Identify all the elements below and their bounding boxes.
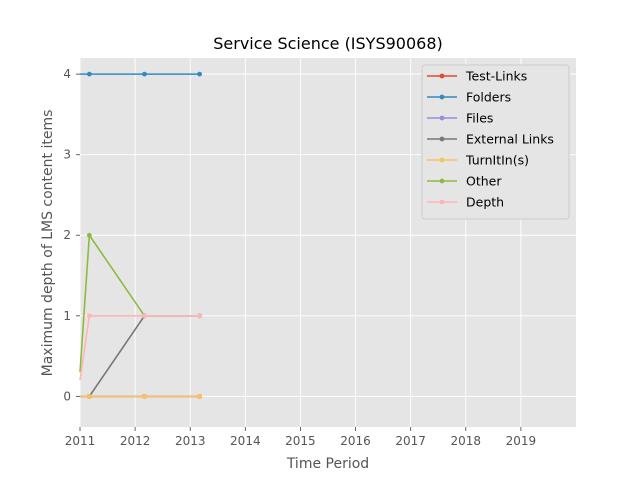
series-turnitin-s (80, 393, 202, 399)
x-tick-label: 2014 (230, 434, 261, 448)
x-tick-label: 2019 (506, 434, 537, 448)
chart-title: Service Science (ISYS90068) (213, 34, 443, 53)
x-axis-ticks: 2011 2012 2013 2014 2015 2016 2017 2018 2019 (65, 427, 536, 448)
y-tick-label: 0 (63, 389, 71, 403)
data-point (142, 71, 147, 77)
legend-item-files: Files (427, 111, 493, 126)
legend-label: Files (466, 111, 493, 126)
data-point (197, 71, 202, 77)
x-tick-label: 2018 (451, 434, 482, 448)
legend-label: External Links (466, 132, 554, 147)
legend-label: Test-Links (465, 69, 527, 84)
data-point (197, 313, 202, 319)
data-point (86, 313, 92, 319)
legend-label: Folders (466, 90, 511, 105)
legend-item-depth: Depth (427, 195, 504, 210)
legend-marker (439, 178, 445, 184)
series-line (79, 315, 200, 381)
legend-item-turnitin-s: TurnItIn(s) (427, 153, 529, 168)
x-tick-label: 2012 (120, 434, 151, 448)
y-tick-label: 3 (63, 148, 71, 162)
x-tick-label: 2017 (395, 434, 426, 448)
legend-item-other: Other (427, 174, 502, 189)
y-axis-ticks: 0 1 2 3 4 (63, 67, 80, 403)
data-point (142, 393, 147, 399)
y-tick-label: 4 (63, 67, 71, 81)
data-point (197, 393, 202, 399)
data-point (142, 313, 147, 319)
legend: Test-Links Folders Files External Links Turn… (421, 64, 570, 220)
x-tick-label: 2011 (65, 434, 96, 448)
legend-box (421, 64, 570, 220)
x-tick-label: 2013 (175, 434, 206, 448)
legend-marker (439, 199, 445, 205)
x-tick-label: 2016 (340, 434, 371, 448)
legend-item-folders: Folders (427, 90, 511, 105)
legend-marker (439, 136, 445, 142)
x-tick-label: 2015 (285, 434, 316, 448)
series-depth (79, 313, 202, 381)
legend-label: Depth (466, 195, 504, 210)
y-axis-label: Maximum depth of LMS content items (40, 110, 56, 377)
x-axis-label: Time Period (286, 456, 369, 472)
data-point (86, 393, 92, 399)
legend-item-external-links: External Links (427, 132, 554, 147)
legend-marker (439, 115, 445, 121)
legend-label: Other (466, 174, 502, 189)
series-folders (80, 71, 202, 77)
data-point (86, 232, 92, 238)
data-point (86, 71, 92, 77)
legend-item-test-links: Test-Links (427, 69, 527, 84)
y-tick-label: 1 (63, 309, 71, 323)
series-lines (79, 71, 202, 399)
legend-label: TurnItIn(s) (465, 153, 529, 168)
legend-marker (439, 94, 445, 100)
legend-marker (439, 73, 445, 79)
legend-marker (439, 157, 445, 163)
y-tick-label: 2 (63, 228, 71, 242)
